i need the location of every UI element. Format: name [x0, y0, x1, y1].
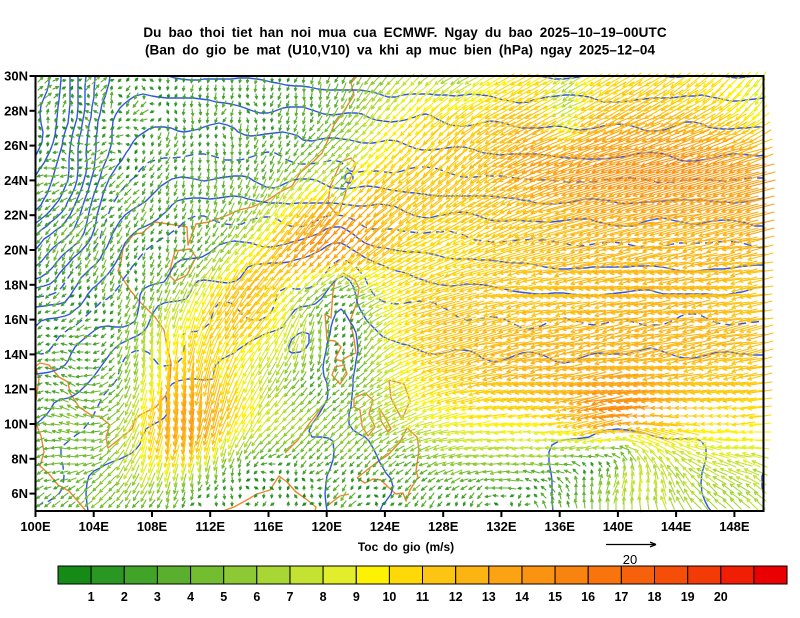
svg-text:7: 7 [287, 590, 294, 604]
svg-text:128E: 128E [428, 519, 459, 534]
svg-text:8: 8 [320, 590, 327, 604]
svg-text:148E: 148E [719, 519, 750, 534]
svg-text:17: 17 [614, 590, 628, 604]
svg-text:18: 18 [648, 590, 662, 604]
svg-text:4: 4 [187, 590, 194, 604]
svg-text:100E: 100E [20, 519, 51, 534]
svg-text:5: 5 [220, 590, 227, 604]
svg-text:108E: 108E [137, 519, 168, 534]
svg-text:(Ban do gio be mat (U10,V10) v: (Ban do gio be mat (U10,V10) va khi ap m… [145, 43, 656, 58]
svg-text:14N: 14N [4, 347, 28, 362]
svg-text:22N: 22N [4, 208, 28, 223]
svg-text:132E: 132E [486, 519, 517, 534]
svg-text:116E: 116E [254, 519, 284, 534]
svg-text:24N: 24N [4, 173, 28, 188]
svg-text:12: 12 [449, 590, 463, 604]
svg-text:6: 6 [253, 590, 260, 604]
svg-text:136E: 136E [545, 519, 576, 534]
svg-text:1: 1 [88, 590, 95, 604]
svg-text:13: 13 [482, 590, 496, 604]
svg-text:20: 20 [623, 552, 637, 567]
svg-text:124E: 124E [370, 519, 401, 534]
svg-text:28N: 28N [4, 103, 28, 118]
svg-text:8N: 8N [11, 451, 28, 466]
svg-text:14: 14 [515, 590, 529, 604]
svg-text:19: 19 [681, 590, 695, 604]
svg-text:120E: 120E [312, 519, 343, 534]
svg-text:10: 10 [382, 590, 396, 604]
svg-text:16N: 16N [4, 312, 28, 327]
svg-text:10N: 10N [4, 417, 28, 432]
svg-text:26N: 26N [4, 138, 28, 153]
svg-text:15: 15 [548, 590, 562, 604]
svg-text:144E: 144E [661, 519, 692, 534]
svg-text:3: 3 [154, 590, 161, 604]
svg-text:6N: 6N [11, 486, 28, 501]
svg-text:11: 11 [416, 590, 429, 604]
svg-text:16: 16 [581, 590, 595, 604]
svg-text:2: 2 [121, 590, 128, 604]
svg-text:20N: 20N [4, 243, 28, 258]
svg-text:12N: 12N [4, 382, 28, 397]
svg-text:Du bao thoi tiet han noi mua c: Du bao thoi tiet han noi mua cua ECMWF. … [143, 25, 667, 40]
svg-text:9: 9 [353, 590, 360, 604]
svg-text:104E: 104E [79, 519, 110, 534]
svg-text:Toc do gio (m/s): Toc do gio (m/s) [358, 540, 454, 554]
svg-text:140E: 140E [603, 519, 634, 534]
svg-text:20: 20 [714, 590, 728, 604]
svg-text:112E: 112E [195, 519, 225, 534]
svg-text:18N: 18N [4, 277, 28, 292]
svg-text:30N: 30N [4, 69, 28, 84]
